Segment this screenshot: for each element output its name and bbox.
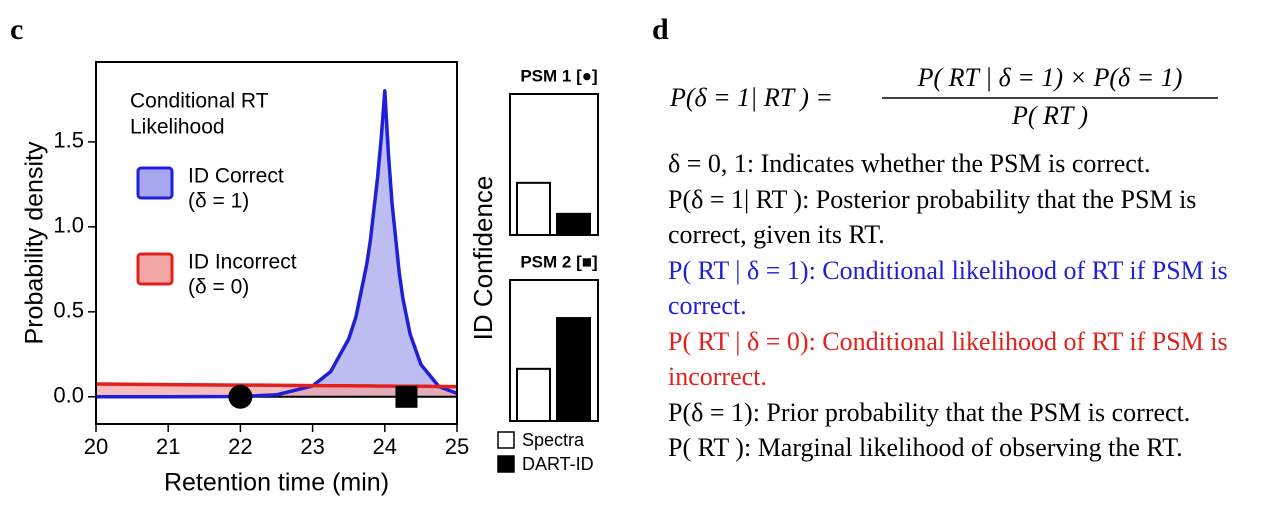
bar-panel-title: PSM 1 [●] xyxy=(520,66,597,85)
panel-label: c xyxy=(10,13,23,46)
y-axis-label: Probability density xyxy=(21,141,49,344)
bar-frame xyxy=(509,279,599,422)
definitions: δ = 0, 1: Indicates whether the PSM is c… xyxy=(668,146,1274,466)
panel-label: d xyxy=(652,13,669,46)
bar xyxy=(516,181,551,236)
legend-title: Likelihood xyxy=(130,116,225,139)
legend-label: ID Correct xyxy=(188,165,284,188)
legend-swatch xyxy=(497,431,515,449)
definition: P(δ = 1| RT ): Posterior probability tha… xyxy=(668,184,1197,250)
equation-numerator: P( RT | δ = 1) × P(δ = 1) xyxy=(917,63,1183,92)
y-axis-label: ID Confidence xyxy=(468,176,498,341)
bar-panel-title: PSM 2 [■] xyxy=(520,252,597,271)
line xyxy=(96,89,458,399)
definition: P( RT | δ = 1): Conditional likelihood o… xyxy=(668,255,1228,321)
legend-label: Spectra xyxy=(522,430,585,450)
x-tick-label: 21 xyxy=(156,434,180,459)
legend-note: (δ = 0) xyxy=(188,276,249,299)
bar xyxy=(556,317,591,423)
legend-swatch xyxy=(136,166,174,200)
definition: δ = 0, 1: Indicates whether the PSM is c… xyxy=(668,149,1151,178)
bar xyxy=(556,212,591,237)
equation-lhs: P(δ = 1| RT ) = xyxy=(669,83,833,112)
legend-swatch xyxy=(136,252,174,286)
y-tick-label: 0.5 xyxy=(53,298,84,323)
bar xyxy=(516,367,551,422)
legend-note: (δ = 1) xyxy=(188,190,249,213)
legend-title: Conditional RT xyxy=(130,90,269,113)
y-tick-label: 0.0 xyxy=(53,383,84,408)
legend-label: DART-ID xyxy=(522,454,594,474)
x-tick-label: 22 xyxy=(228,434,252,459)
x-axis-label: Retention time (min) xyxy=(164,469,389,497)
legend-label: ID Incorrect xyxy=(188,251,297,274)
plot-frame xyxy=(95,61,458,425)
y-tick-label: 1.0 xyxy=(53,213,84,238)
area-fill xyxy=(96,90,457,397)
legend-swatch xyxy=(497,455,515,473)
x-tick-label: 24 xyxy=(373,434,397,459)
x-tick-label: 20 xyxy=(84,434,108,459)
point xyxy=(395,385,418,408)
equation: P(δ = 1| RT ) = P( RT | δ = 1) × P(δ = 1… xyxy=(669,63,1218,130)
bar-frame xyxy=(509,93,599,236)
equation-denominator: P( RT ) xyxy=(1011,101,1088,130)
definition: P( RT ): Marginal likelihood of observin… xyxy=(668,433,1183,462)
x-tick-label: 23 xyxy=(300,434,324,459)
definition: P(δ = 1): Prior probability that the PSM… xyxy=(668,397,1191,427)
y-tick-label: 1.5 xyxy=(53,128,84,153)
definition: P( RT | δ = 0): Conditional likelihood o… xyxy=(668,326,1228,392)
point xyxy=(228,384,253,409)
x-tick-label: 25 xyxy=(445,434,469,459)
